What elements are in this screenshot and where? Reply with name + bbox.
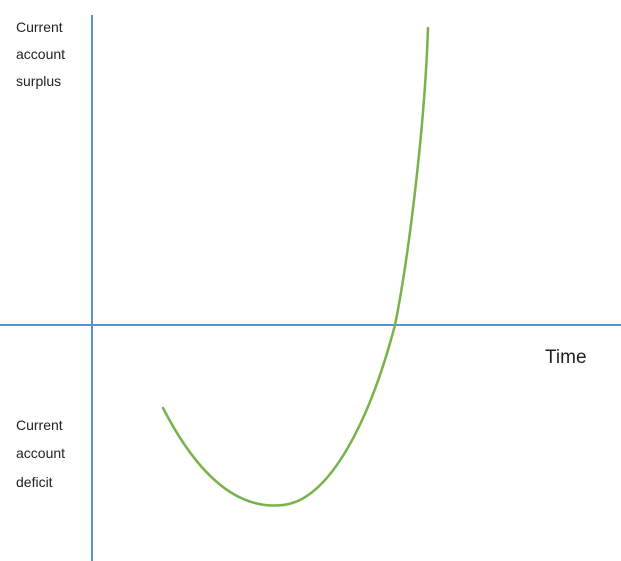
j-curve (161, 26, 430, 507)
deficit-label-line: account (16, 445, 65, 461)
deficit-label-line: deficit (16, 474, 53, 490)
surplus-label-line: surplus (16, 73, 61, 89)
deficit-label-line: Current (16, 417, 63, 433)
x-axis-label: Time (545, 347, 587, 368)
surplus-label-line: Current (16, 19, 63, 35)
surplus-label-line: account (16, 46, 65, 62)
